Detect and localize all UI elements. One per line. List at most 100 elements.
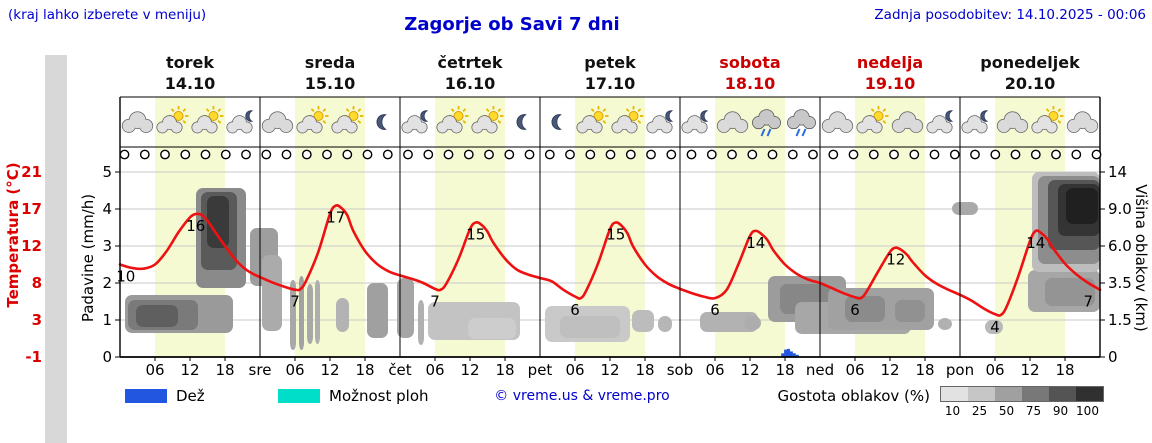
weather-icon-cloud — [891, 111, 924, 133]
svg-text:sob: sob — [667, 361, 694, 379]
svg-text:4: 4 — [990, 318, 1000, 336]
svg-text:7: 7 — [1084, 293, 1094, 311]
svg-text:nedelja: nedelja — [857, 53, 923, 72]
svg-text:1: 1 — [102, 311, 112, 329]
menu-hint: (kraj lahko izberete v meniju) — [8, 7, 207, 23]
svg-text:0: 0 — [1108, 348, 1118, 366]
svg-text:21: 21 — [21, 163, 42, 181]
svg-text:17.10: 17.10 — [585, 74, 636, 93]
svg-text:18: 18 — [495, 361, 514, 379]
svg-text:06: 06 — [985, 361, 1004, 379]
svg-text:1.5: 1.5 — [1108, 311, 1132, 329]
svg-text:petek: petek — [584, 53, 636, 72]
weather-icon-moon-cloud — [226, 110, 254, 134]
svg-text:6: 6 — [710, 301, 720, 319]
showers-legend-swatch — [278, 389, 320, 403]
cloud-density-title: Gostota oblakov (%) — [777, 387, 930, 405]
weather-icon-sun-cloud — [296, 106, 329, 134]
svg-text:18: 18 — [915, 361, 934, 379]
svg-text:06: 06 — [285, 361, 304, 379]
weather-icon-cloud — [121, 111, 154, 133]
weather-icon-moon-cloud — [681, 110, 709, 134]
svg-text:06: 06 — [145, 361, 164, 379]
weather-icon-cloud — [1066, 111, 1099, 133]
density-cell — [995, 387, 1022, 401]
rain-legend-swatch — [125, 389, 167, 403]
weather-icon-cloud — [261, 111, 294, 133]
weather-icon-cloud — [996, 111, 1029, 133]
svg-text:18.10: 18.10 — [725, 74, 776, 93]
svg-text:16: 16 — [186, 217, 205, 235]
density-cell-label: 90 — [1052, 404, 1069, 418]
left-gray-strip — [45, 55, 67, 443]
cloud-density-scale: 10 25 50 75 90 100 — [940, 386, 1104, 418]
svg-text:pon: pon — [946, 361, 974, 379]
svg-text:12: 12 — [886, 251, 905, 269]
density-cell-label: 50 — [998, 404, 1015, 418]
weather-icon-sun-cloud — [471, 106, 504, 134]
weather-icon-sun-cloud — [156, 106, 189, 134]
page-title: Zagorje ob Savi 7 dni — [404, 14, 620, 35]
svg-text:06: 06 — [565, 361, 584, 379]
density-cell — [1049, 387, 1076, 401]
svg-text:12: 12 — [320, 361, 339, 379]
weather-icons-row — [121, 106, 1099, 137]
density-cell — [968, 387, 995, 401]
rain-bars — [781, 348, 799, 357]
density-cell — [941, 387, 968, 401]
svg-text:torek: torek — [166, 53, 214, 72]
showers-legend-label: Možnost ploh — [329, 387, 429, 405]
svg-text:12: 12 — [180, 361, 199, 379]
svg-text:06: 06 — [425, 361, 444, 379]
svg-text:2: 2 — [102, 274, 112, 292]
weather-icon-rain-cloud — [787, 109, 816, 137]
svg-text:sre: sre — [249, 361, 272, 379]
weather-icon-sun-cloud — [576, 106, 609, 134]
svg-text:12: 12 — [740, 361, 759, 379]
weather-icon-moon-cloud — [401, 110, 429, 134]
weather-icon-sun-cloud — [331, 106, 364, 134]
probability-circles — [119, 149, 1102, 160]
svg-text:06: 06 — [845, 361, 864, 379]
temp-axis-ticks: 21 17 12 8 3 -1 — [21, 163, 42, 366]
svg-text:pet: pet — [528, 361, 553, 379]
svg-text:ponedeljek: ponedeljek — [980, 53, 1080, 72]
weather-icon-moon-cloud — [961, 110, 989, 134]
svg-text:18: 18 — [1055, 361, 1074, 379]
svg-text:6: 6 — [850, 301, 860, 319]
svg-text:18: 18 — [775, 361, 794, 379]
x-axis-labels: 06 12 18 sre 06 12 18 čet 06 12 18 pet 06 12 18 sob 06 12… — [145, 357, 1075, 379]
svg-text:0: 0 — [102, 348, 112, 366]
weather-icon-sun-cloud — [191, 106, 224, 134]
precip-axis-ticks: 5 4 3 2 1 0 — [102, 163, 120, 366]
weather-icon-sun-cloud — [611, 106, 644, 134]
density-cell — [1022, 387, 1049, 401]
density-cell — [1076, 387, 1103, 401]
svg-text:12: 12 — [1020, 361, 1039, 379]
svg-text:14: 14 — [746, 234, 765, 252]
last-update: Zadnja posodobitev: 14.10.2025 - 00:06 — [874, 7, 1146, 23]
svg-text:14: 14 — [1026, 234, 1045, 252]
weather-icon-moon-cloud — [926, 110, 954, 134]
svg-text:7: 7 — [290, 293, 300, 311]
weather-icon-sun-cloud — [1031, 106, 1064, 134]
svg-text:6.0: 6.0 — [1108, 237, 1132, 255]
temperature-value-labels: 10 16 7 17 7 15 6 15 6 14 6 12 4 14 7 — [116, 209, 1093, 336]
density-cell-label: 100 — [1076, 404, 1099, 418]
svg-text:5: 5 — [102, 163, 112, 181]
svg-text:18: 18 — [355, 361, 374, 379]
svg-text:četrtek: četrtek — [437, 53, 502, 72]
weather-icon-sun-cloud — [856, 106, 889, 134]
density-cell-label: 25 — [971, 404, 988, 418]
svg-text:18: 18 — [635, 361, 654, 379]
svg-text:19.10: 19.10 — [865, 74, 916, 93]
copyright-link[interactable]: © vreme.us & vreme.pro — [494, 388, 670, 404]
svg-text:čet: čet — [388, 361, 411, 379]
density-gradient-bar — [940, 386, 1104, 402]
svg-text:3.5: 3.5 — [1108, 274, 1132, 292]
weather-icon-rain-cloud — [752, 109, 781, 137]
svg-text:15: 15 — [466, 226, 485, 244]
svg-text:10: 10 — [116, 268, 135, 286]
